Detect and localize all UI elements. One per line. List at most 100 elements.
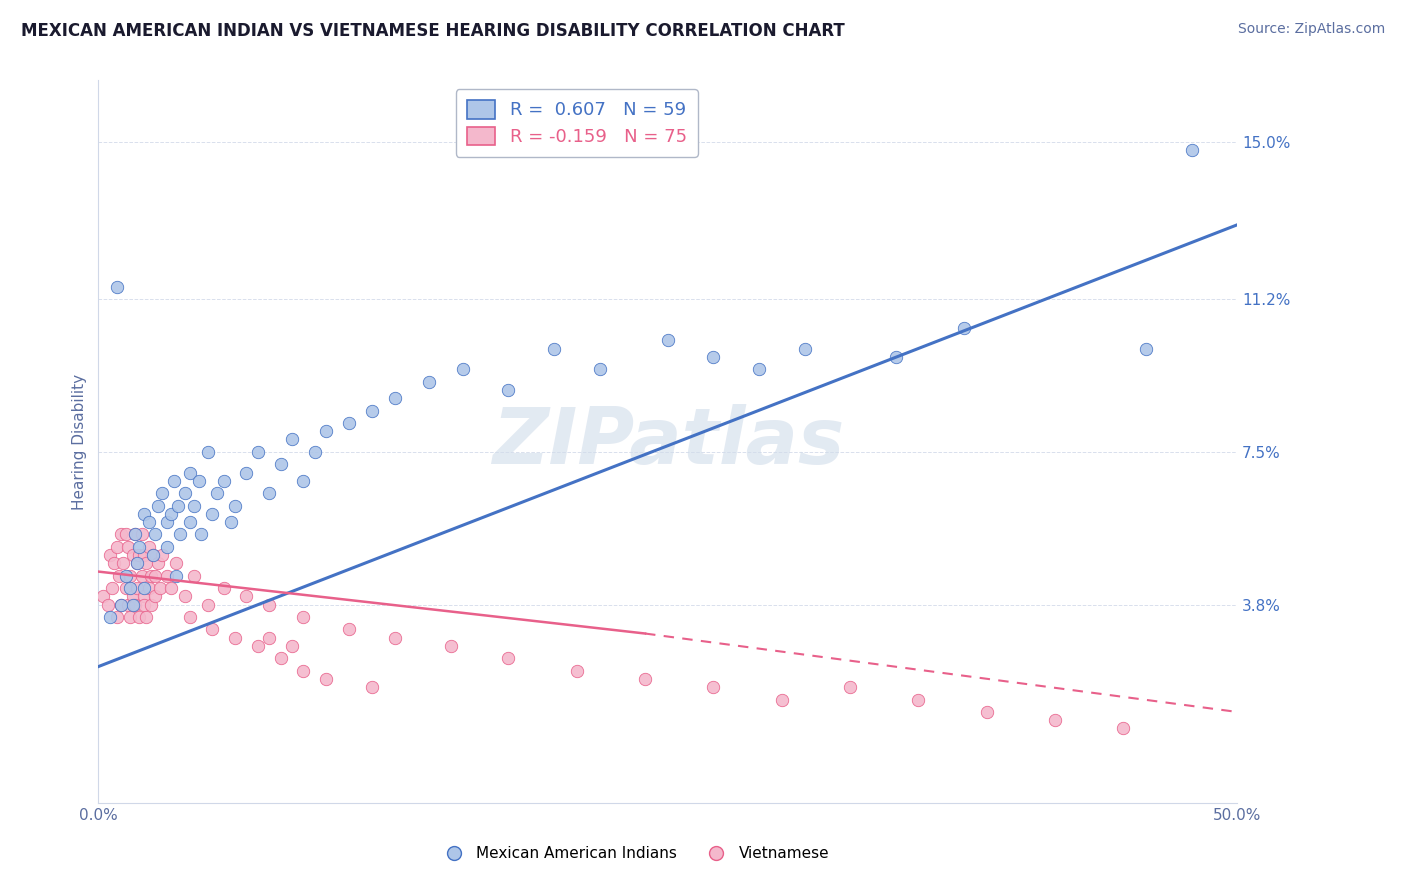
Point (132, 598, 155, 612)
Point (748, 362, 770, 376)
Point (98, 548, 121, 562)
Point (174, 590, 197, 604)
Point (105, 279, 128, 293)
Point (281, 433, 304, 447)
Point (384, 631, 406, 645)
Point (418, 375, 440, 389)
Point (179, 515, 201, 529)
Point (337, 623, 360, 637)
Point (337, 416, 360, 430)
Point (117, 540, 139, 554)
Point (292, 474, 315, 488)
Point (135, 610, 157, 624)
Point (793, 342, 815, 356)
Point (117, 598, 139, 612)
Point (128, 548, 150, 562)
Point (124, 598, 146, 612)
Point (110, 598, 132, 612)
Point (498, 651, 520, 665)
Point (139, 598, 162, 612)
Point (132, 548, 155, 562)
Point (160, 581, 183, 595)
Point (702, 350, 724, 364)
Point (138, 581, 160, 595)
Point (315, 672, 337, 686)
Point (145, 568, 167, 582)
Point (167, 499, 190, 513)
Point (114, 581, 136, 595)
Point (565, 664, 588, 678)
Point (543, 342, 565, 356)
Point (1043, 713, 1066, 727)
Point (108, 568, 131, 582)
Point (384, 391, 406, 405)
Point (96, 598, 118, 612)
Point (292, 610, 315, 624)
Point (183, 568, 205, 582)
Point (135, 557, 157, 571)
Point (201, 623, 224, 637)
Point (150, 548, 173, 562)
Point (105, 540, 128, 554)
Point (201, 507, 224, 521)
Point (101, 581, 124, 595)
Point (131, 568, 153, 582)
Point (634, 672, 657, 686)
Point (145, 527, 167, 541)
Point (839, 680, 862, 694)
Point (110, 527, 132, 541)
Point (179, 466, 201, 480)
Point (127, 557, 149, 571)
Point (105, 610, 128, 624)
Point (124, 527, 146, 541)
Point (131, 527, 153, 541)
Point (174, 486, 197, 500)
Y-axis label: Hearing Disability: Hearing Disability (72, 374, 87, 509)
Point (235, 466, 257, 480)
Point (132, 507, 155, 521)
Point (953, 321, 976, 335)
Point (149, 581, 172, 595)
Point (127, 581, 149, 595)
Point (770, 692, 793, 706)
Point (197, 445, 219, 459)
Point (246, 445, 269, 459)
Point (156, 515, 179, 529)
Point (205, 486, 228, 500)
Point (281, 639, 304, 653)
Point (187, 474, 209, 488)
Point (124, 527, 146, 541)
Point (190, 527, 212, 541)
Point (197, 598, 219, 612)
Point (145, 590, 167, 604)
Point (588, 362, 610, 376)
Point (907, 692, 929, 706)
Point (127, 557, 149, 571)
Point (183, 499, 205, 513)
Point (98, 610, 121, 624)
Point (224, 631, 246, 645)
Point (259, 631, 281, 645)
Point (270, 457, 292, 471)
Point (103, 557, 125, 571)
Point (224, 499, 246, 513)
Point (259, 598, 281, 612)
Point (128, 540, 150, 554)
Point (128, 610, 150, 624)
Point (360, 403, 382, 417)
Point (150, 486, 173, 500)
Point (146, 557, 169, 571)
Point (138, 515, 160, 529)
Point (142, 548, 165, 562)
Point (112, 557, 135, 571)
Point (165, 557, 187, 571)
Point (121, 598, 143, 612)
Point (139, 568, 162, 582)
Point (120, 610, 142, 624)
Point (146, 499, 169, 513)
Text: MEXICAN AMERICAN INDIAN VS VIETNAMESE HEARING DISABILITY CORRELATION CHART: MEXICAN AMERICAN INDIAN VS VIETNAMESE HE… (21, 22, 845, 40)
Point (162, 474, 184, 488)
Point (114, 527, 136, 541)
Point (121, 548, 143, 562)
Point (657, 334, 679, 348)
